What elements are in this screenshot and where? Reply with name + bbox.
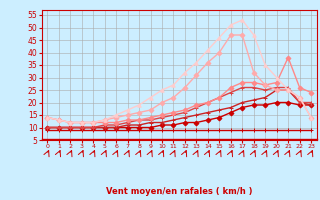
Text: Vent moyen/en rafales ( km/h ): Vent moyen/en rafales ( km/h ) (106, 187, 252, 196)
